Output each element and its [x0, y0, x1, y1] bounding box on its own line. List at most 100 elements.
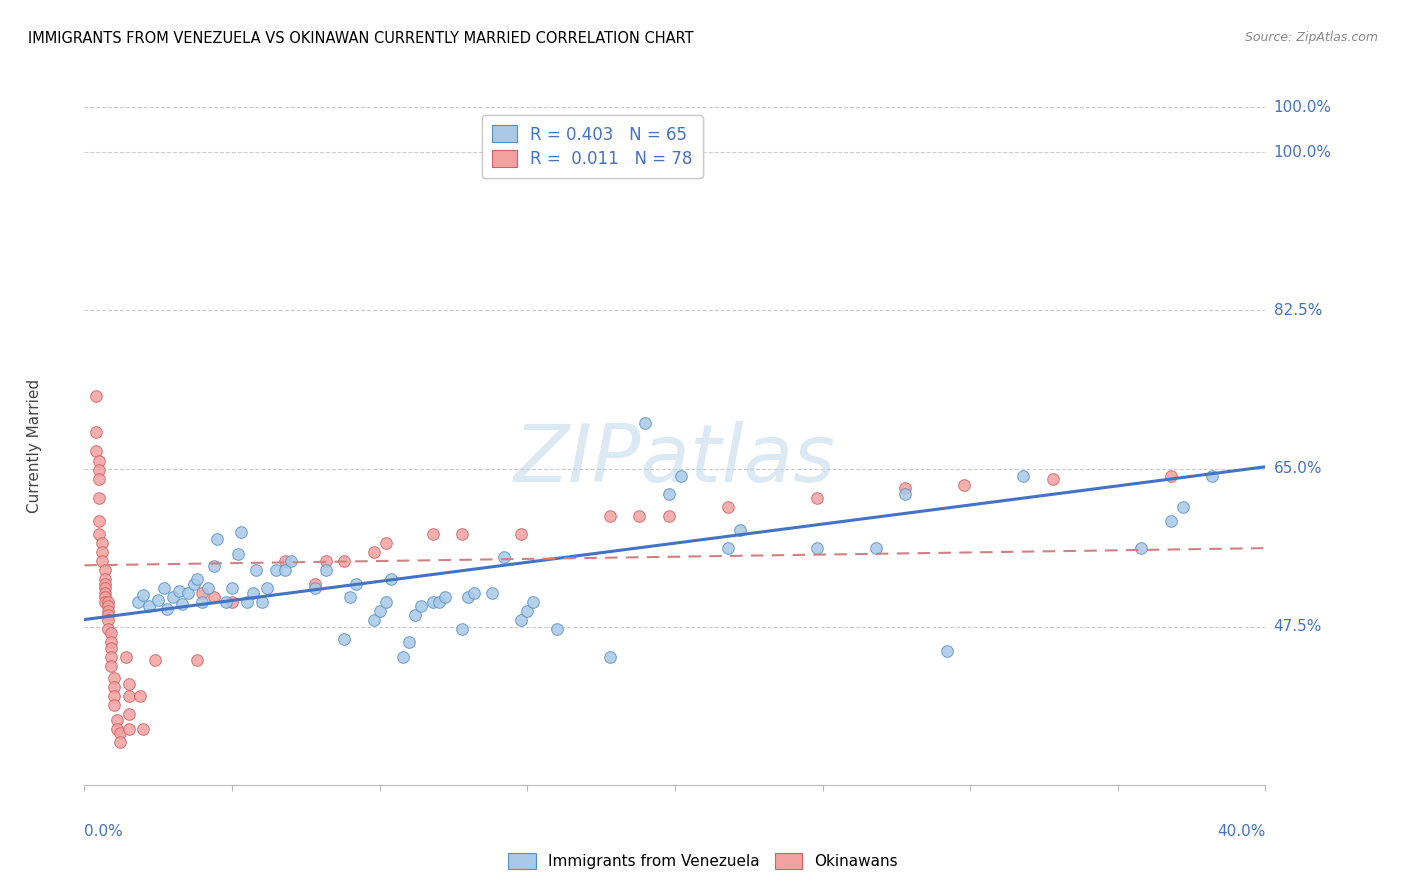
- Point: [599, 508, 621, 523]
- Point: [100, 649, 122, 664]
- Text: Currently Married: Currently Married: [27, 379, 42, 513]
- Point: [669, 468, 692, 483]
- Point: [409, 599, 432, 613]
- Point: [94, 563, 117, 577]
- Point: [97, 614, 120, 628]
- Point: [658, 508, 681, 523]
- Point: [1171, 500, 1194, 514]
- Text: IMMIGRANTS FROM VENEZUELA VS OKINAWAN CURRENTLY MARRIED CORRELATION CHART: IMMIGRANTS FROM VENEZUELA VS OKINAWAN CU…: [28, 31, 693, 46]
- Point: [510, 614, 533, 628]
- Point: [118, 722, 141, 736]
- Point: [274, 563, 297, 577]
- Point: [91, 535, 114, 549]
- Point: [183, 577, 205, 591]
- Point: [103, 690, 125, 704]
- Text: 100.0%: 100.0%: [1274, 145, 1331, 160]
- Point: [404, 607, 426, 622]
- Point: [392, 649, 415, 664]
- Point: [202, 559, 225, 574]
- Point: [333, 632, 356, 646]
- Text: 82.5%: 82.5%: [1274, 303, 1322, 318]
- Point: [97, 604, 120, 618]
- Point: [242, 586, 264, 600]
- Point: [806, 491, 828, 505]
- Point: [97, 599, 120, 613]
- Point: [94, 590, 117, 604]
- Point: [953, 478, 976, 492]
- Point: [162, 590, 184, 604]
- Point: [103, 681, 125, 695]
- Point: [197, 581, 219, 595]
- Point: [315, 554, 337, 568]
- Point: [451, 526, 474, 541]
- Point: [94, 586, 117, 600]
- Point: [256, 581, 278, 595]
- Point: [87, 491, 111, 505]
- Text: 100.0%: 100.0%: [1274, 100, 1331, 114]
- Point: [94, 577, 117, 591]
- Point: [97, 623, 120, 637]
- Point: [94, 581, 117, 595]
- Point: [229, 524, 252, 539]
- Point: [170, 597, 193, 611]
- Point: [87, 454, 111, 468]
- Point: [433, 590, 456, 604]
- Point: [132, 722, 155, 736]
- Point: [516, 604, 538, 618]
- Point: [226, 548, 249, 562]
- Text: 47.5%: 47.5%: [1274, 619, 1322, 634]
- Point: [108, 734, 131, 748]
- Point: [205, 532, 228, 546]
- Point: [84, 443, 107, 458]
- Point: [427, 595, 450, 609]
- Point: [118, 707, 141, 722]
- Point: [315, 563, 337, 577]
- Point: [510, 526, 533, 541]
- Point: [97, 607, 120, 622]
- Point: [84, 425, 107, 440]
- Point: [143, 653, 166, 667]
- Point: [84, 389, 107, 403]
- Point: [132, 588, 155, 602]
- Point: [100, 635, 122, 649]
- Point: [374, 595, 396, 609]
- Point: [363, 545, 385, 559]
- Point: [177, 586, 200, 600]
- Point: [717, 500, 740, 514]
- Point: [202, 590, 225, 604]
- Point: [108, 725, 131, 739]
- Point: [492, 550, 515, 565]
- Point: [100, 626, 122, 640]
- Point: [91, 554, 114, 568]
- Point: [398, 635, 420, 649]
- Point: [215, 595, 238, 609]
- Point: [451, 623, 474, 637]
- Point: [94, 572, 117, 586]
- Point: [87, 514, 111, 528]
- Point: [87, 472, 111, 486]
- Point: [522, 595, 544, 609]
- Point: [91, 545, 114, 559]
- Point: [280, 554, 302, 568]
- Point: [97, 595, 120, 609]
- Point: [103, 698, 125, 713]
- Legend: R = 0.403   N = 65, R =  0.011   N = 78: R = 0.403 N = 65, R = 0.011 N = 78: [482, 115, 703, 178]
- Point: [344, 577, 367, 591]
- Point: [363, 614, 385, 628]
- Point: [103, 671, 125, 685]
- Point: [167, 583, 190, 598]
- Point: [1160, 514, 1182, 528]
- Point: [894, 487, 917, 501]
- Point: [339, 590, 361, 604]
- Point: [463, 586, 485, 600]
- Point: [1160, 468, 1182, 483]
- Point: [100, 640, 122, 655]
- Point: [245, 563, 267, 577]
- Point: [118, 690, 141, 704]
- Point: [191, 595, 214, 609]
- Point: [1201, 468, 1223, 483]
- Point: [894, 482, 917, 496]
- Point: [127, 595, 149, 609]
- Point: [87, 463, 111, 477]
- Point: [599, 649, 621, 664]
